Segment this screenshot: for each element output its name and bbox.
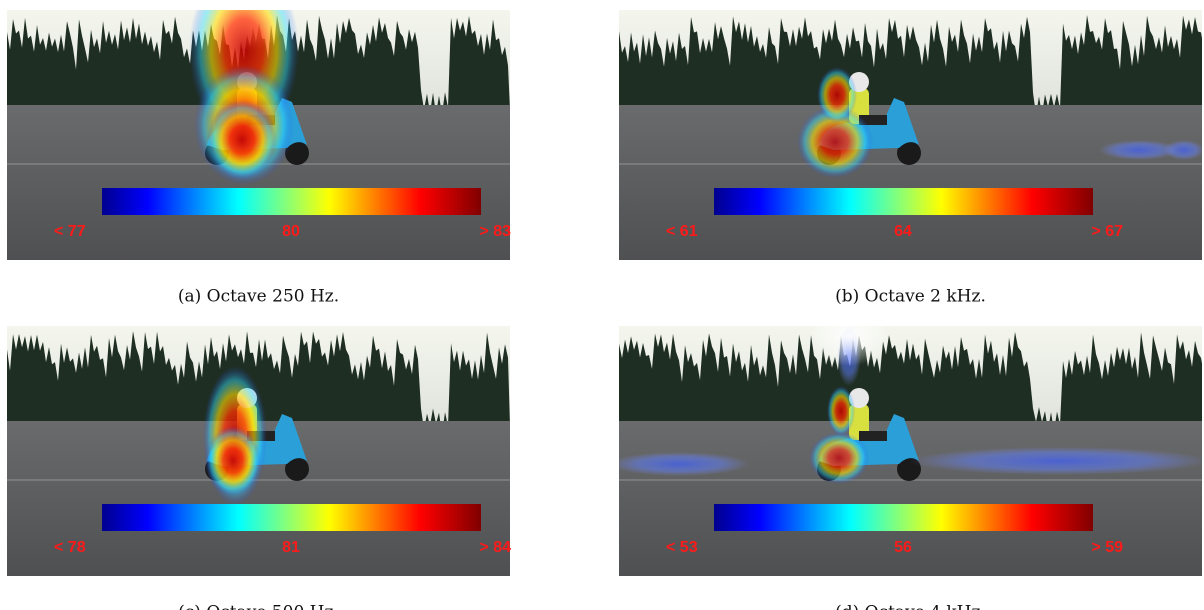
glow xyxy=(809,326,889,366)
caption: (b) Octave 2 kHz. xyxy=(835,287,986,307)
heat-blob xyxy=(809,432,869,484)
colorbar-max: > 67 xyxy=(1091,223,1123,240)
colorbar-min: < 77 xyxy=(54,223,86,240)
heat-blob xyxy=(207,100,277,180)
colorbar-mid: 56 xyxy=(894,539,912,556)
noise-blob xyxy=(909,447,1202,475)
trees xyxy=(619,15,1202,115)
caption: (d) Octave 4 kHz. xyxy=(835,603,986,610)
colorbar-min: < 78 xyxy=(54,539,86,556)
colorbar-min: < 53 xyxy=(666,539,698,556)
heat-blob xyxy=(817,67,857,123)
wheel xyxy=(285,457,309,481)
colorbar-mid: 80 xyxy=(282,223,300,240)
scene xyxy=(7,326,510,576)
heat-blob xyxy=(827,386,855,436)
wheel xyxy=(897,141,921,165)
caption: (a) Octave 250 Hz. xyxy=(178,287,339,307)
colorbar xyxy=(102,504,481,531)
colorbar-max: > 84 xyxy=(479,539,511,556)
panel: < 53 56 > 59 xyxy=(619,326,1202,576)
panel: < 77 80 > 83 xyxy=(7,10,511,260)
colorbar-min: < 61 xyxy=(666,223,698,240)
colorbar xyxy=(714,188,1093,215)
scene xyxy=(619,10,1202,260)
wheel xyxy=(285,141,309,165)
colorbar-max: > 59 xyxy=(1091,539,1123,556)
caption: (c) Octave 500 Hz. xyxy=(178,603,339,610)
colorbar xyxy=(102,188,481,215)
colorbar-mid: 64 xyxy=(894,223,912,240)
panel: < 61 64 > 67 xyxy=(619,10,1202,260)
legs xyxy=(859,431,887,441)
scene xyxy=(619,326,1202,576)
heat-blob xyxy=(797,106,873,178)
panel: < 78 81 > 84 xyxy=(7,326,511,576)
trees xyxy=(7,331,510,435)
colorbar-mid: 81 xyxy=(282,539,300,556)
colorbar xyxy=(714,504,1093,531)
noise-blob xyxy=(1099,140,1179,160)
heat-blob xyxy=(205,426,261,496)
trees xyxy=(619,331,1202,432)
noise-blob xyxy=(1164,140,1202,160)
legs xyxy=(859,115,887,125)
scene xyxy=(7,10,510,260)
noise-blob xyxy=(619,452,749,476)
colorbar-max: > 83 xyxy=(479,223,511,240)
